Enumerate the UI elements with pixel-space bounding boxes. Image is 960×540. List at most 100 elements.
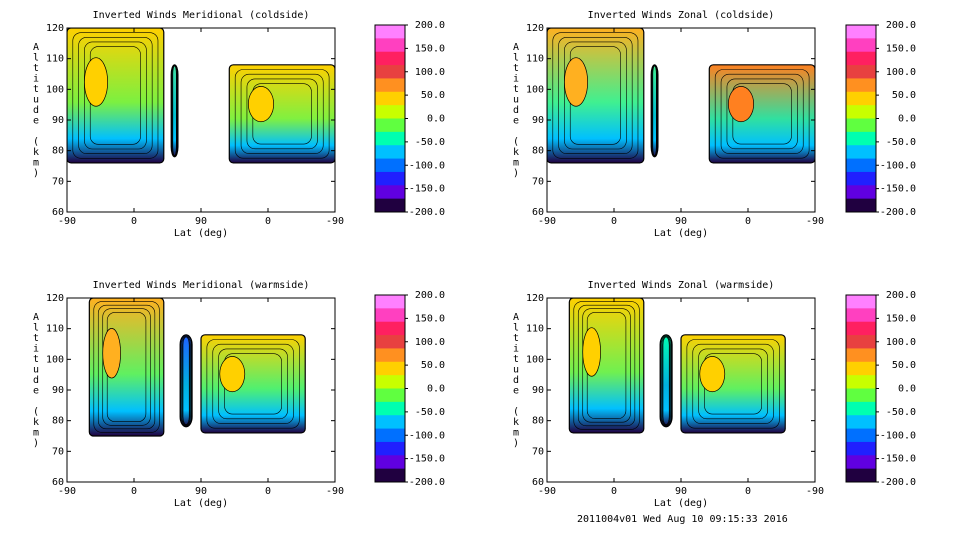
- y-axis-label-char: e: [513, 116, 519, 127]
- colorbar-swatch: [375, 415, 405, 430]
- contour-line: [692, 343, 774, 424]
- colorbar-swatch: [375, 388, 405, 403]
- contour-line: [182, 336, 190, 425]
- contour-line: [171, 65, 178, 157]
- x-tick-label: -90: [538, 216, 556, 227]
- y-tick-label: 70: [532, 176, 544, 187]
- colorbar-swatch: [846, 65, 876, 79]
- colorbar-label: -50.0: [415, 407, 445, 418]
- contour-line: [582, 308, 631, 423]
- colorbar-label: 200.0: [886, 290, 916, 301]
- colorbar-swatch: [846, 308, 876, 323]
- contour-line: [651, 64, 658, 157]
- y-axis-label-char: l: [33, 53, 39, 64]
- y-tick-label: 90: [532, 115, 544, 126]
- contour-hotspot: [219, 356, 246, 393]
- y-tick-label: 90: [52, 115, 64, 126]
- colorbar-label: -100.0: [880, 430, 916, 441]
- contour-line: [661, 335, 671, 426]
- colorbar-swatch: [846, 131, 876, 146]
- colorbar-label: -200.0: [880, 477, 916, 488]
- colorbar-label: -150.0: [409, 184, 445, 195]
- y-axis-label-char: t: [513, 63, 519, 74]
- colorbar: 200.0 150.0 100.0 50.0 0.0 -50.0 -100.0 -150.0 -…: [374, 20, 445, 218]
- colorbar-label: -100.0: [409, 430, 445, 441]
- region-small: [659, 334, 673, 428]
- colorbar-swatch: [375, 185, 405, 200]
- y-axis-label-char: t: [33, 63, 39, 74]
- region-right: [680, 334, 786, 434]
- y-tick-label: 120: [46, 23, 64, 34]
- region-main: [67, 28, 165, 164]
- colorbar-label: 200.0: [415, 20, 445, 31]
- colorbar-swatch: [846, 415, 876, 430]
- colorbar-swatch: [375, 321, 405, 336]
- y-axis-label-char: k: [513, 417, 519, 428]
- contour-field: [547, 28, 815, 164]
- colorbar-swatch: [846, 105, 876, 119]
- x-tick-label: -90: [806, 486, 824, 497]
- x-tick-label: 90: [675, 486, 687, 497]
- x-tick-label: 90: [195, 216, 207, 227]
- y-tick-label: 70: [52, 446, 64, 457]
- colorbar-label: -50.0: [886, 137, 916, 148]
- y-axis-label-char: (: [33, 407, 39, 418]
- y-tick-label: 100: [526, 354, 544, 365]
- chart-panel-3: Inverted Winds Meridional (warmside) 120 1…: [33, 280, 445, 509]
- colorbar-label: -50.0: [886, 407, 916, 418]
- y-axis-label-char: k: [33, 417, 39, 428]
- chart-title: Inverted Winds Zonal (warmside): [588, 280, 775, 291]
- x-tick-label: -90: [806, 216, 824, 227]
- contour-line: [573, 301, 640, 430]
- y-axis-label-char: l: [513, 53, 519, 64]
- y-tick-label: 70: [532, 446, 544, 457]
- contour-line: [686, 339, 780, 429]
- x-tick-label: 0: [131, 486, 137, 497]
- contour-line: [240, 73, 324, 154]
- colorbar-label: 50.0: [421, 90, 445, 101]
- colorbar-swatch: [375, 51, 405, 66]
- colorbar-label: -100.0: [409, 160, 445, 171]
- region-main: [88, 298, 165, 437]
- colorbar-label: 0.0: [898, 384, 916, 395]
- colorbar-swatch: [846, 145, 876, 160]
- contour-line: [714, 69, 810, 159]
- y-axis-label-char: u: [33, 365, 39, 376]
- colorbar-swatch: [846, 441, 876, 456]
- colorbar-swatch: [375, 171, 405, 186]
- contour-line: [726, 78, 798, 150]
- y-axis-label-char: m: [33, 428, 39, 439]
- colorbar-label: -150.0: [880, 184, 916, 195]
- y-tick-label: 100: [46, 354, 64, 365]
- colorbar-swatch: [846, 335, 876, 349]
- y-axis-label-char: t: [513, 354, 519, 365]
- colorbar-swatch: [846, 51, 876, 66]
- contour-line: [698, 348, 768, 420]
- x-tick-label: -90: [326, 486, 344, 497]
- y-axis-label-char: m: [513, 428, 519, 439]
- contour-line: [97, 304, 156, 430]
- colorbar-swatch: [846, 185, 876, 200]
- colorbar-label: 150.0: [415, 43, 445, 54]
- region-right: [200, 334, 306, 434]
- colorbar-swatch: [846, 388, 876, 403]
- y-axis-label-char: e: [33, 386, 39, 397]
- colorbar-swatch: [846, 118, 876, 133]
- colorbar-swatch: [846, 158, 876, 173]
- contour-line: [662, 336, 670, 425]
- contour-line: [84, 41, 147, 150]
- x-tick-label: 0: [745, 486, 751, 497]
- contour-hotspot: [582, 327, 601, 377]
- chart-panel-4: Inverted Winds Zonal (warmside) 120 110 100…: [513, 280, 916, 509]
- colorbar-swatch: [846, 361, 876, 376]
- x-axis-label: Lat (deg): [654, 498, 708, 509]
- contour-line: [720, 73, 804, 154]
- colorbar-swatch: [846, 171, 876, 186]
- contour-line: [652, 65, 657, 156]
- y-axis-label-char: t: [513, 333, 519, 344]
- colorbar-label: 50.0: [421, 360, 445, 371]
- colorbar-swatch: [846, 25, 876, 39]
- x-tick-label: -90: [326, 216, 344, 227]
